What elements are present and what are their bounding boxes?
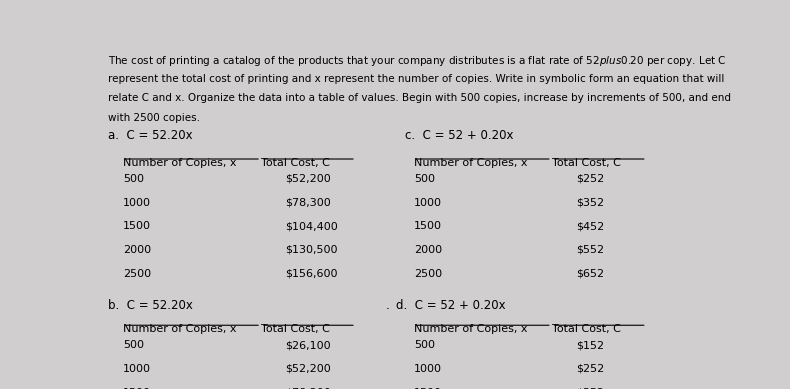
Text: d.  C = 52 + 0.20x: d. C = 52 + 0.20x: [396, 299, 506, 312]
Text: $352: $352: [577, 198, 604, 208]
Text: $104,400: $104,400: [285, 221, 338, 231]
Text: 500: 500: [123, 340, 145, 350]
Text: c.  C = 52 + 0.20x: c. C = 52 + 0.20x: [404, 129, 514, 142]
Text: $52,200: $52,200: [285, 364, 331, 374]
Text: $352: $352: [577, 387, 604, 389]
Text: $552: $552: [577, 245, 604, 255]
Text: represent the total cost of printing and x represent the number of copies. Write: represent the total cost of printing and…: [108, 74, 724, 84]
Text: 2500: 2500: [123, 269, 152, 279]
Text: 500: 500: [414, 340, 435, 350]
Text: $252: $252: [577, 174, 604, 184]
Text: $78,300: $78,300: [285, 198, 331, 208]
Text: $156,600: $156,600: [285, 269, 338, 279]
Text: Number of Copies, x: Number of Copies, x: [123, 158, 237, 168]
Text: .: .: [386, 299, 389, 312]
Text: Number of Copies, x: Number of Copies, x: [414, 158, 528, 168]
Text: a.  C = 52.20x: a. C = 52.20x: [108, 129, 193, 142]
Text: Total Cost, C: Total Cost, C: [261, 324, 330, 334]
Text: $152: $152: [577, 340, 604, 350]
Text: Number of Copies, x: Number of Copies, x: [123, 324, 237, 334]
Text: $652: $652: [577, 269, 604, 279]
Text: 1000: 1000: [123, 364, 151, 374]
Text: The cost of printing a catalog of the products that your company distributes is : The cost of printing a catalog of the pr…: [108, 54, 727, 68]
Text: 1000: 1000: [414, 198, 442, 208]
Text: Total Cost, C: Total Cost, C: [552, 158, 621, 168]
Text: $78,300: $78,300: [285, 387, 331, 389]
Text: 1500: 1500: [123, 221, 151, 231]
Text: 1500: 1500: [123, 387, 151, 389]
Text: $452: $452: [577, 221, 604, 231]
Text: 500: 500: [414, 174, 435, 184]
Text: $52,200: $52,200: [285, 174, 331, 184]
Text: $130,500: $130,500: [285, 245, 338, 255]
Text: $252: $252: [577, 364, 604, 374]
Text: 1000: 1000: [123, 198, 151, 208]
Text: b.  C = 52.20x: b. C = 52.20x: [108, 299, 193, 312]
Text: Total Cost, C: Total Cost, C: [552, 324, 621, 334]
Text: Total Cost, C: Total Cost, C: [261, 158, 330, 168]
Text: 1500: 1500: [414, 221, 442, 231]
Text: $26,100: $26,100: [285, 340, 331, 350]
Text: 500: 500: [123, 174, 145, 184]
Text: 2000: 2000: [414, 245, 442, 255]
Text: 1500: 1500: [414, 387, 442, 389]
Text: Number of Copies, x: Number of Copies, x: [414, 324, 528, 334]
Text: 1000: 1000: [414, 364, 442, 374]
Text: relate C and x. Organize the data into a table of values. Begin with 500 copies,: relate C and x. Organize the data into a…: [108, 93, 731, 103]
Text: with 2500 copies.: with 2500 copies.: [108, 112, 200, 123]
Text: 2000: 2000: [123, 245, 152, 255]
Text: 2500: 2500: [414, 269, 442, 279]
